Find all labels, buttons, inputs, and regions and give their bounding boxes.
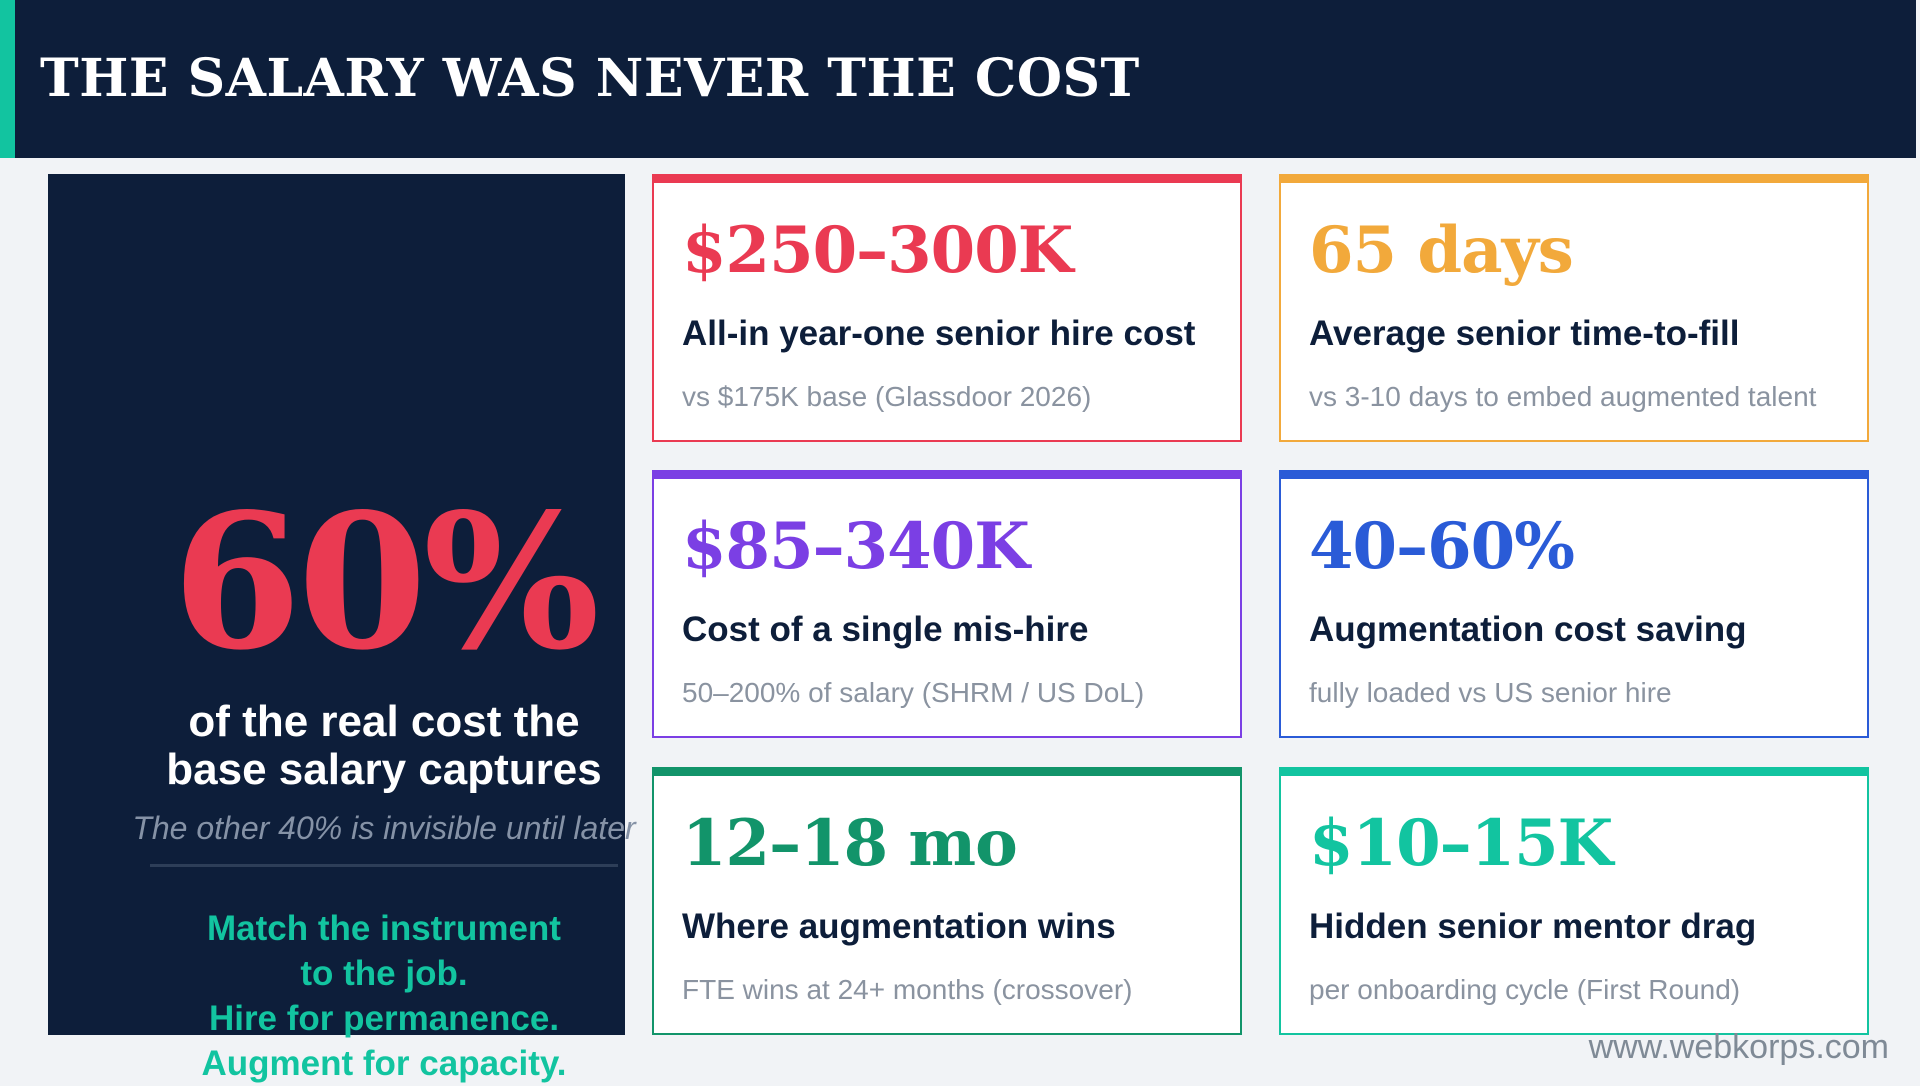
card-label: Average senior time-to-fill xyxy=(1309,314,1740,353)
card-note: FTE wins at 24+ months (crossover) xyxy=(682,974,1133,1005)
header-bar: THE SALARY WAS NEVER THE COST xyxy=(0,0,1916,158)
tagline-line-1: Match the instrument xyxy=(207,909,561,948)
headline-subcaption: The other 40% is invisible until later xyxy=(132,810,636,846)
headline-caption-line-2: base salary captures xyxy=(166,745,602,794)
card-value: $85–340K xyxy=(682,509,1030,584)
panel-divider xyxy=(150,864,618,867)
footer-url: www.webkorps.com xyxy=(1588,1028,1889,1066)
card-note: 50–200% of salary (SHRM / US DoL) xyxy=(682,677,1145,708)
card-label: All-in year-one senior hire cost xyxy=(682,314,1196,353)
tagline-line-2: to the job. xyxy=(300,954,468,993)
stat-card-hire-cost: $250–300K All-in year-one senior hire co… xyxy=(652,174,1242,442)
page-title: THE SALARY WAS NEVER THE COST xyxy=(40,48,1140,109)
tagline: Match the instrument to the job. Hire fo… xyxy=(48,906,720,1086)
headline-caption: of the real cost the base salary capture… xyxy=(48,698,720,794)
card-note: per onboarding cycle (First Round) xyxy=(1309,974,1741,1005)
header-accent-stripe xyxy=(0,0,15,158)
stat-card-cost-saving: 40–60% Augmentation cost saving fully lo… xyxy=(1279,470,1869,738)
card-label: Where augmentation wins xyxy=(682,907,1116,946)
card-value: 65 days xyxy=(1309,213,1574,288)
headline-caption-line-1: of the real cost the xyxy=(188,697,580,746)
card-label: Augmentation cost saving xyxy=(1309,610,1747,649)
stat-card-mentor-drag: $10–15K Hidden senior mentor drag per on… xyxy=(1279,767,1869,1035)
headline-stat: 60% xyxy=(172,472,600,691)
stat-card-mis-hire: $85–340K Cost of a single mis-hire 50–20… xyxy=(652,470,1242,738)
card-value: $10–15K xyxy=(1309,806,1613,881)
card-label: Cost of a single mis-hire xyxy=(682,610,1089,649)
tagline-line-3: Hire for permanence. xyxy=(208,999,560,1038)
card-value: $250–300K xyxy=(682,213,1073,288)
card-value: 12–18 mo xyxy=(682,806,1018,881)
card-value: 40–60% xyxy=(1309,509,1575,584)
card-note: vs $175K base (Glassdoor 2026) xyxy=(682,381,1092,412)
card-note: vs 3-10 days to embed augmented talent xyxy=(1309,381,1817,412)
stat-card-time-to-fill: 65 days Average senior time-to-fill vs 3… xyxy=(1279,174,1869,442)
card-note: fully loaded vs US senior hire xyxy=(1309,677,1672,708)
highlight-panel: 60% of the real cost the base salary cap… xyxy=(48,174,636,1083)
card-label: Hidden senior mentor drag xyxy=(1309,907,1757,946)
tagline-line-4: Augment for capacity. xyxy=(201,1044,567,1083)
stat-card-augmentation-wins: 12–18 mo Where augmentation wins FTE win… xyxy=(652,767,1242,1035)
